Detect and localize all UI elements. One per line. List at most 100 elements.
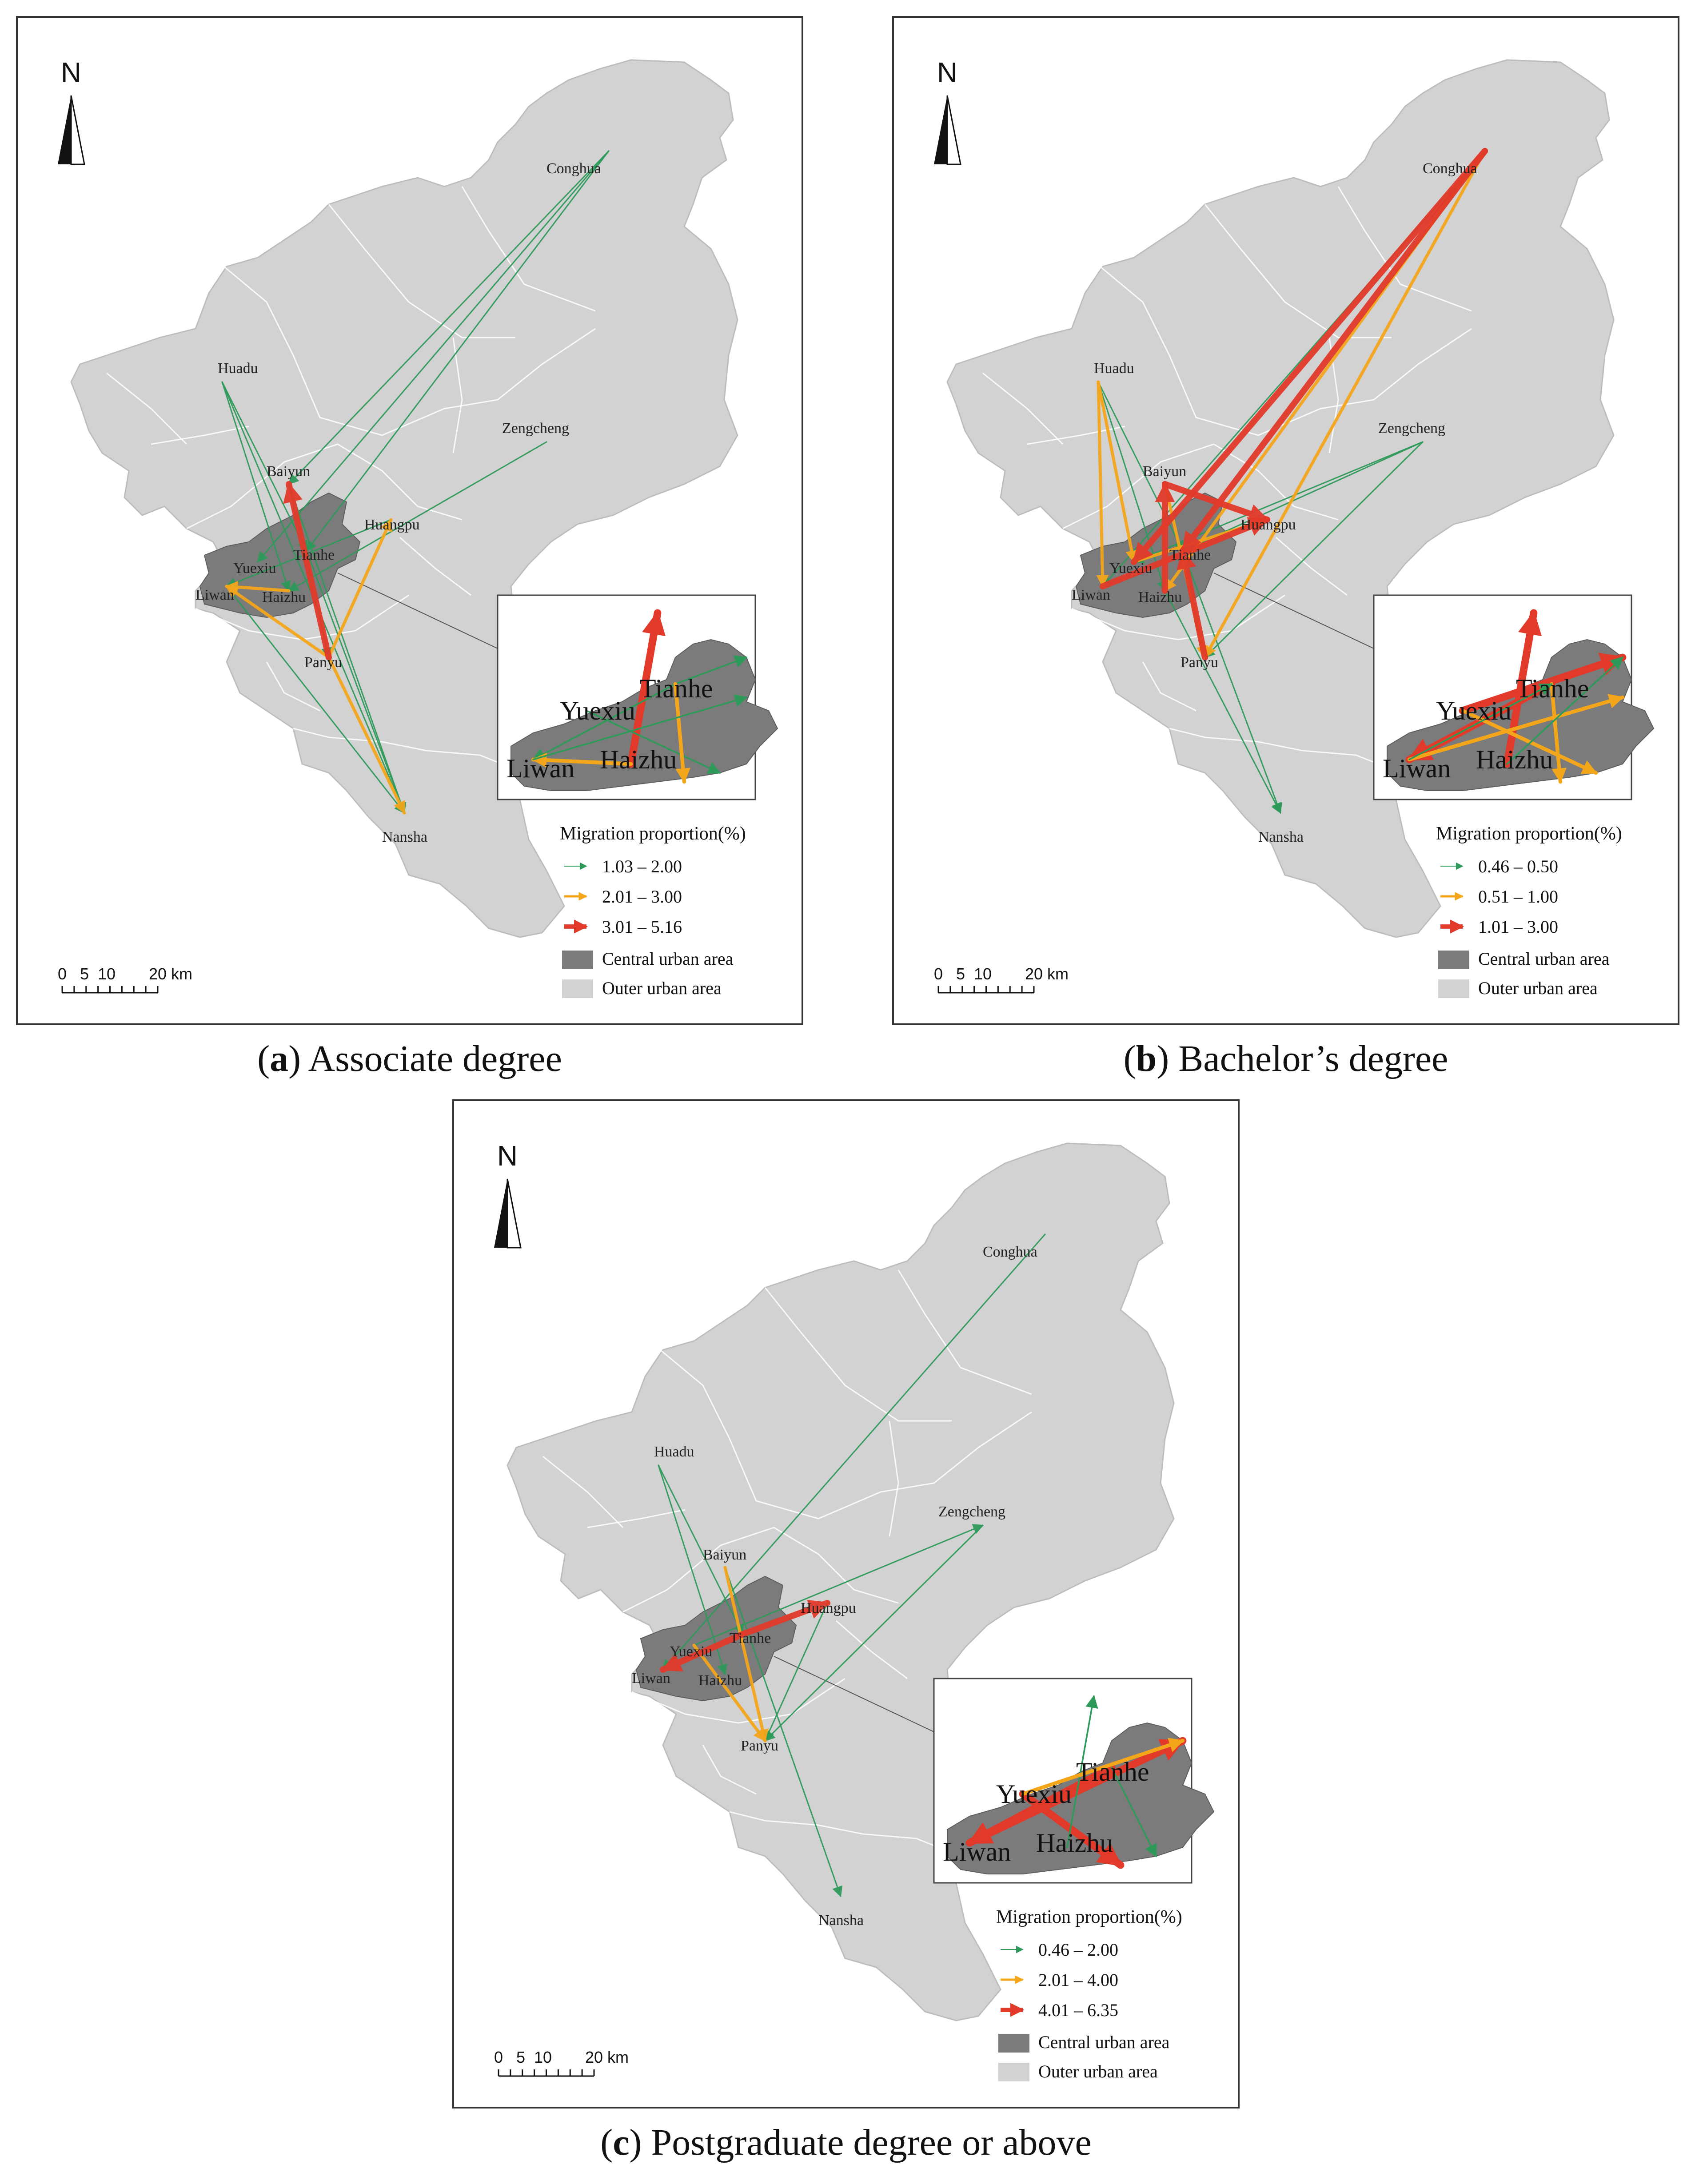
legend-class-label: 2.01 – 4.00 bbox=[1038, 1970, 1118, 1990]
flow-arrow-mid bbox=[692, 1643, 767, 1742]
district-boundary bbox=[1071, 594, 1285, 640]
scale-tick-label: 20 bbox=[1025, 965, 1043, 983]
district-label-liwan: Liwan bbox=[195, 587, 234, 603]
district-boundary bbox=[836, 1620, 908, 1679]
inset-flow-arrow-high bbox=[627, 609, 666, 768]
district-label-tianhe: Tianhe bbox=[293, 547, 335, 563]
district-boundary bbox=[328, 204, 515, 338]
district-boundary bbox=[897, 1269, 1032, 1395]
district-boundary bbox=[1337, 186, 1472, 312]
legend-outer-label: Outer urban area bbox=[1038, 2061, 1158, 2081]
legend-class-label: 1.03 – 2.00 bbox=[602, 856, 682, 876]
flow-arrow-mid bbox=[327, 518, 393, 659]
legend: Migration proportion(%) 1.03 – 2.00 2.01 –… bbox=[560, 823, 746, 998]
district-label-huadu: Huadu bbox=[218, 360, 258, 377]
inset-flow-arrow-mid bbox=[1549, 682, 1567, 784]
district-label-yuexiu: Yuexiu bbox=[670, 1643, 712, 1660]
inset-label-yuexiu: Yuexiu bbox=[996, 1779, 1072, 1809]
flow-arrow-mid bbox=[327, 656, 406, 815]
legend-central-label: Central urban area bbox=[1478, 949, 1610, 969]
map-svg-b: Conghua Huadu Zengcheng Baiyun Huangpu Tianhe… bbox=[934, 56, 1655, 998]
north-arrow-icon: N bbox=[934, 56, 961, 165]
svg-text:N: N bbox=[497, 1140, 518, 1172]
district-label-liwan: Liwan bbox=[632, 1670, 670, 1687]
district-label-panyu: Panyu bbox=[1181, 654, 1218, 671]
inset-label-yuexiu: Yuexiu bbox=[560, 696, 635, 725]
legend-class-label: 0.46 – 2.00 bbox=[1038, 1940, 1118, 1960]
legend-outer-swatch bbox=[998, 2063, 1029, 2081]
inset-leader-line bbox=[337, 573, 498, 649]
legend-central-label: Central urban area bbox=[1038, 2032, 1170, 2052]
legend-outer-label: Outer urban area bbox=[602, 978, 722, 998]
district-boundary bbox=[1062, 443, 1339, 529]
district-label-nansha: Nansha bbox=[818, 1912, 864, 1929]
district-label-haizhu: Haizhu bbox=[1138, 589, 1182, 605]
legend: Migration proportion(%) 0.46 – 2.00 2.01 –… bbox=[996, 1907, 1182, 2081]
inset-flow-arrow-low bbox=[674, 655, 748, 685]
scale-unit-label: km bbox=[171, 965, 192, 983]
north-arrow-icon: N bbox=[494, 1140, 522, 1249]
inset-label-haizhu: Haizhu bbox=[600, 745, 677, 774]
inset-flow-arrow-low bbox=[1408, 683, 1553, 760]
flow-arrow-low bbox=[1182, 550, 1282, 814]
flow-arrow-low bbox=[288, 150, 610, 485]
svg-text:N: N bbox=[61, 56, 81, 88]
district-label-huangpu: Huangpu bbox=[801, 1600, 856, 1616]
inset-flow-arrow-mid bbox=[673, 682, 690, 784]
inset-flow-arrow-low bbox=[586, 710, 721, 774]
flow-arrow-low bbox=[288, 483, 407, 814]
district-boundary bbox=[266, 661, 320, 712]
inset-leader-line bbox=[774, 1656, 934, 1732]
flow-arrow-low bbox=[693, 1524, 984, 1646]
scale-tick-label: 0 bbox=[934, 965, 943, 983]
district-boundary bbox=[1276, 537, 1348, 596]
flow-arrow-low bbox=[724, 1567, 843, 1898]
flow-arrow-low bbox=[658, 1464, 727, 1675]
district-label-zengcheng: Zengcheng bbox=[938, 1504, 1005, 1520]
outer-urban-area bbox=[70, 59, 738, 938]
scale-tick-label: 20 bbox=[149, 965, 167, 983]
scale-tick-label: 10 bbox=[974, 965, 992, 983]
inset-flow-arrow-mid bbox=[1460, 708, 1598, 775]
district-boundary bbox=[452, 337, 463, 454]
inset-flow-arrow-mid bbox=[1407, 694, 1625, 762]
flow-arrow-high bbox=[1177, 548, 1208, 660]
district-label-huadu: Huadu bbox=[1094, 360, 1134, 377]
district-label-conghua: Conghua bbox=[546, 160, 601, 177]
flow-arrow-mid bbox=[1203, 149, 1487, 659]
district-label-haizhu: Haizhu bbox=[262, 589, 306, 605]
flow-arrow-high bbox=[660, 1631, 746, 1673]
inset-label-haizhu: Haizhu bbox=[1476, 745, 1553, 774]
flow-arrow-low bbox=[658, 1464, 744, 1635]
inset-label-liwan: Liwan bbox=[943, 1837, 1011, 1866]
district-boundary bbox=[106, 372, 187, 445]
district-boundary bbox=[649, 1340, 1032, 1520]
legend-class-label: 4.01 – 6.35 bbox=[1038, 2000, 1118, 2020]
legend-outer-swatch bbox=[562, 979, 593, 998]
district-boundary bbox=[631, 1678, 846, 1724]
district-boundary bbox=[186, 443, 463, 529]
district-label-zengcheng: Zengcheng bbox=[502, 420, 569, 437]
legend-outer-label: Outer urban area bbox=[1478, 978, 1598, 998]
flow-arrow-low bbox=[221, 381, 291, 592]
district-boundary bbox=[622, 1527, 899, 1613]
district-label-liwan: Liwan bbox=[1072, 587, 1110, 603]
caption-a: (a) Associate degree bbox=[257, 1038, 562, 1079]
map-panel-a: Conghua Huadu Zengcheng Baiyun Huangpu Tianhe… bbox=[16, 16, 803, 1025]
scale-bar: 0 5 10 20 km bbox=[934, 965, 1069, 994]
flow-arrow-low bbox=[226, 585, 405, 814]
inset-flow-arrow-low bbox=[1506, 656, 1624, 765]
district-boundary bbox=[729, 1811, 939, 1848]
legend-outer-swatch bbox=[1438, 979, 1469, 998]
legend-central-swatch bbox=[1438, 951, 1469, 969]
scale-tick-label: 5 bbox=[80, 965, 89, 983]
district-boundary bbox=[1142, 661, 1196, 712]
district-label-panyu: Panyu bbox=[304, 654, 342, 671]
north-arrow-icon: N bbox=[58, 56, 85, 165]
district-boundary bbox=[702, 1745, 757, 1795]
flow-arrow-low bbox=[1164, 590, 1281, 814]
legend-title: Migration proportion(%) bbox=[560, 823, 746, 844]
map-panel-b: Conghua Huadu Zengcheng Baiyun Huangpu Tianhe… bbox=[892, 16, 1679, 1025]
flow-arrow-low bbox=[221, 381, 307, 552]
